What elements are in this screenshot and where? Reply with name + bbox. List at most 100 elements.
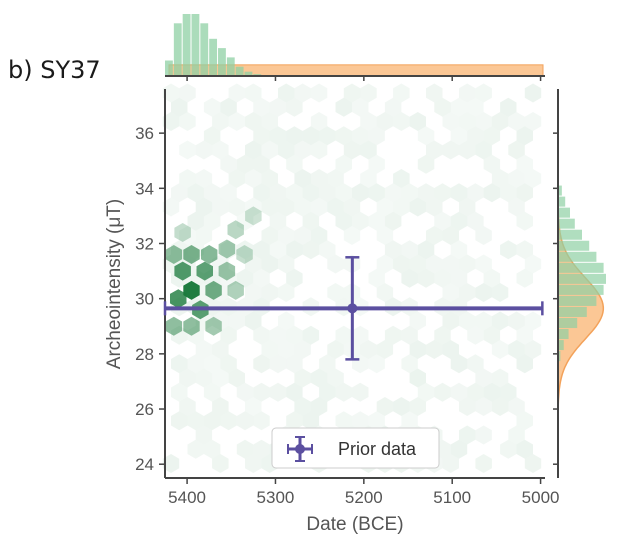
posterior-histogram-bar	[244, 71, 253, 76]
background-hex	[467, 382, 484, 402]
background-hex	[220, 97, 237, 117]
background-hex	[376, 112, 394, 131]
background-hex	[171, 354, 188, 374]
background-hex	[179, 83, 196, 103]
background-hex	[450, 183, 468, 203]
legend: Prior data	[271, 427, 440, 469]
background-hex	[417, 240, 435, 260]
background-hex	[302, 325, 320, 345]
background-hex	[376, 197, 394, 217]
background-hex	[171, 382, 188, 402]
background-hex	[269, 354, 287, 374]
background-hex	[409, 112, 426, 131]
background-hex	[368, 183, 385, 203]
background-hex	[524, 83, 542, 103]
x-tick-label: 5200	[345, 488, 383, 507]
background-hex	[203, 439, 221, 459]
background-hex	[310, 197, 328, 217]
background-hex	[516, 325, 533, 345]
axes: 5400 5300 5200 5100 5000 24 26 28 30 32 34 36	[135, 89, 559, 507]
density-hex	[218, 239, 236, 259]
background-hex	[384, 97, 402, 117]
density-hex	[165, 316, 183, 336]
background-hex	[401, 240, 418, 260]
posterior-histogram-bar	[226, 57, 235, 76]
background-hex	[508, 425, 525, 445]
posterior-histogram-bar	[558, 251, 597, 262]
background-hex	[253, 268, 270, 288]
background-hex	[310, 112, 328, 131]
background-hex	[302, 183, 320, 203]
hexbin-layer	[162, 83, 542, 473]
background-hex	[195, 197, 213, 217]
background-hex	[360, 83, 377, 103]
background-hex	[319, 183, 336, 203]
background-hex	[286, 97, 303, 117]
background-hex	[278, 283, 295, 302]
posterior-histogram-bar	[558, 218, 575, 229]
background-hex	[516, 211, 533, 231]
background-hex	[483, 154, 501, 174]
background-hex	[187, 325, 204, 345]
background-hex	[483, 268, 501, 288]
background-hex	[310, 397, 328, 416]
background-hex	[212, 397, 229, 416]
density-hex	[201, 245, 218, 264]
background-hex	[245, 283, 262, 302]
background-hex	[220, 354, 237, 374]
background-hex	[467, 97, 484, 117]
background-hex	[286, 240, 303, 260]
background-hex	[245, 169, 262, 188]
background-hex	[220, 183, 237, 203]
background-hex	[500, 439, 517, 459]
background-hex	[212, 311, 229, 331]
prior-point	[347, 303, 358, 314]
background-hex	[467, 126, 484, 146]
background-hex	[368, 126, 385, 146]
background-hex	[442, 340, 459, 359]
background-hex	[286, 154, 303, 174]
background-hex	[253, 325, 270, 345]
background-hex	[335, 211, 352, 231]
background-hex	[269, 183, 287, 203]
background-hex	[343, 197, 361, 217]
background-hex	[278, 340, 295, 359]
background-hex	[294, 140, 311, 160]
background-hex	[302, 240, 320, 260]
background-hex	[475, 226, 492, 245]
background-hex	[508, 169, 525, 188]
background-hex	[508, 197, 525, 217]
posterior-histogram-bar	[209, 38, 218, 76]
background-hex	[417, 183, 435, 203]
background-hex	[253, 154, 270, 174]
posterior-histogram-bar	[235, 66, 244, 76]
background-hex	[467, 183, 484, 203]
background-hex	[220, 325, 237, 345]
background-hex	[475, 283, 492, 302]
background-hex	[401, 183, 418, 203]
y-tick-label: 34	[135, 179, 154, 198]
background-hex	[352, 97, 369, 117]
background-hex	[442, 454, 459, 473]
background-hex	[220, 268, 237, 288]
background-hex	[459, 254, 476, 274]
background-hex	[278, 226, 295, 245]
background-hex	[459, 197, 476, 217]
background-hex	[376, 254, 394, 274]
background-hex	[467, 211, 484, 231]
background-hex	[253, 411, 270, 431]
background-hex	[261, 226, 278, 245]
background-hex	[179, 169, 196, 188]
background-hex	[508, 397, 525, 416]
background-hex	[171, 97, 188, 117]
background-hex	[426, 340, 443, 359]
background-hex	[516, 126, 533, 146]
background-hex	[171, 325, 188, 345]
background-hex	[236, 211, 254, 231]
background-hex	[491, 311, 509, 331]
background-hex	[516, 411, 533, 431]
y-tick-label: 28	[135, 345, 154, 364]
background-hex	[245, 197, 262, 217]
background-hex	[171, 411, 188, 431]
